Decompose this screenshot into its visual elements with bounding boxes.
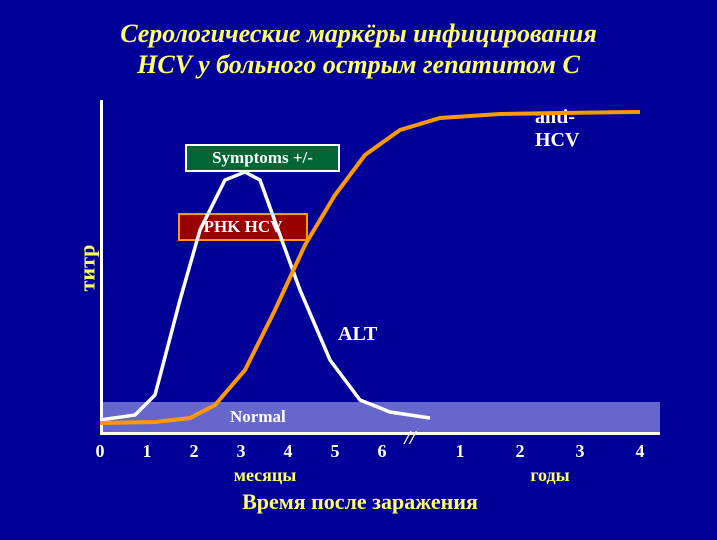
x-tick-month: 0: [96, 441, 105, 462]
months-sublabel: месяцы: [234, 465, 297, 486]
x-tick-year: 3: [576, 441, 585, 462]
chart-title: Серологические маркёры инфицирования HCV…: [40, 18, 677, 80]
x-tick-year: 1: [456, 441, 465, 462]
title-line-2: HCV у больного острым гепатитом С: [40, 49, 677, 80]
x-tick-month: 5: [331, 441, 340, 462]
years-sublabel: годы: [530, 465, 569, 486]
x-tick-month: 2: [190, 441, 199, 462]
x-tick-month: 4: [284, 441, 293, 462]
x-axis-title: Время после заражения: [242, 489, 478, 515]
x-tick-year: 4: [636, 441, 645, 462]
x-tick-month: 6: [378, 441, 387, 462]
chart-area: титр Normal Symptoms +/- PHK HCV ALT ant…: [100, 100, 660, 435]
x-tick-year: 2: [516, 441, 525, 462]
axis-break-icon: //: [404, 427, 415, 450]
title-line-1: Серологические маркёры инфицирования: [40, 18, 677, 49]
curves-svg: [100, 100, 660, 435]
y-axis-label: титр: [74, 244, 100, 291]
alt-curve: [100, 172, 430, 420]
anti-hcv-curve: [100, 112, 640, 423]
x-tick-month: 3: [237, 441, 246, 462]
x-tick-month: 1: [143, 441, 152, 462]
